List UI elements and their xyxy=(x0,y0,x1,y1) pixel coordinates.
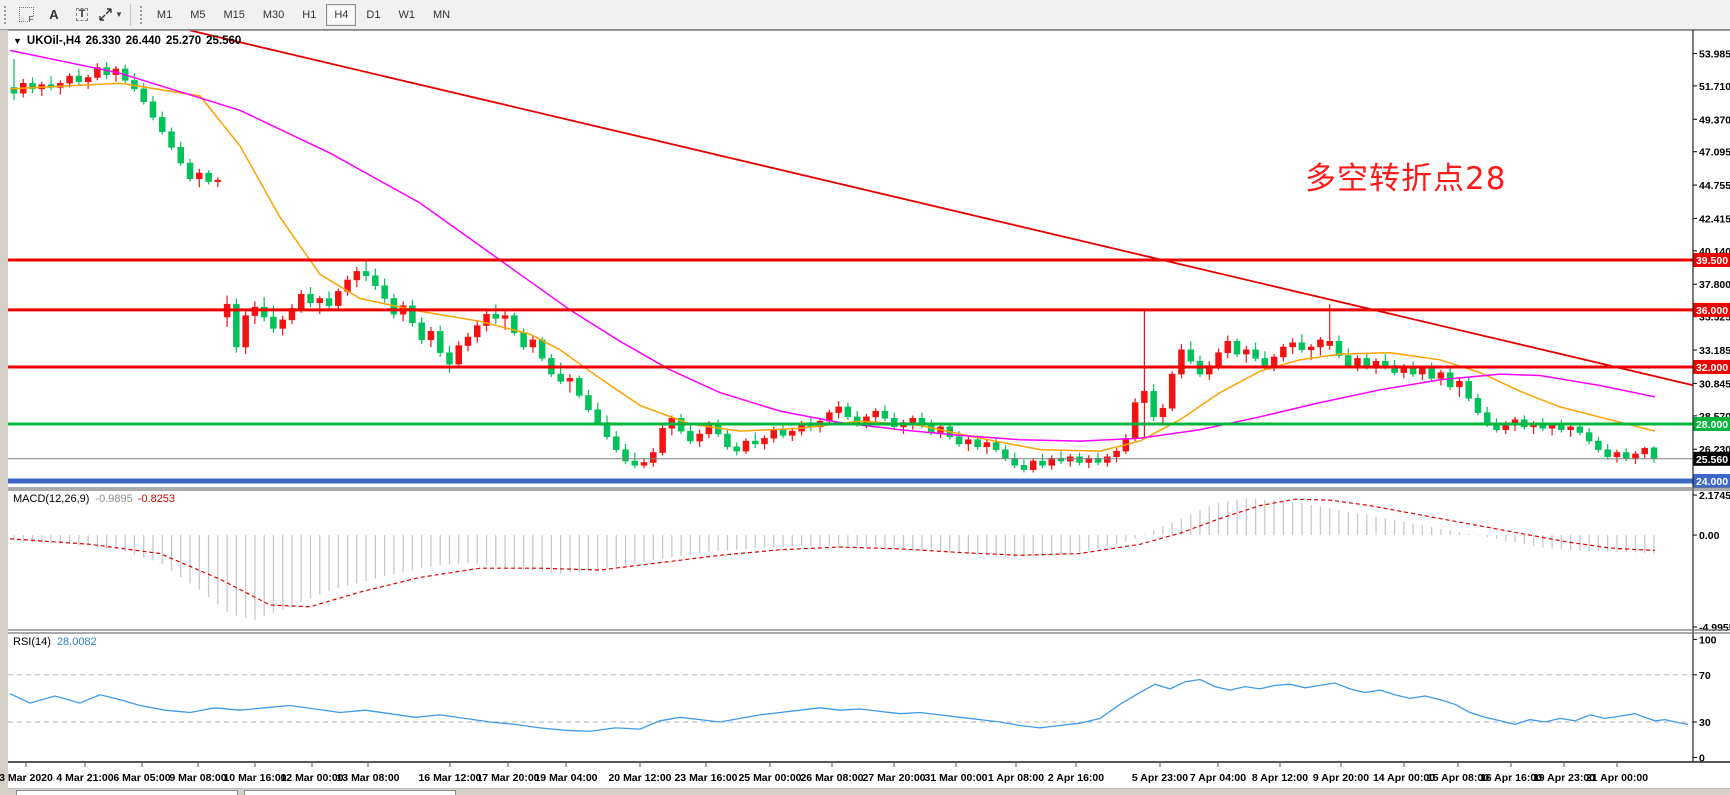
bar-high: 26.440 xyxy=(125,35,161,47)
macd-indicator-label: MACD(12,26,9) -0.9895 -0.8253 xyxy=(13,493,175,505)
bar-open: 26.330 xyxy=(85,35,121,47)
chart-tabs-bar xyxy=(0,789,1730,795)
dock-grid-icon: F xyxy=(18,7,34,24)
svg-text:32.000: 32.000 xyxy=(1696,362,1728,374)
chart-tab[interactable] xyxy=(16,790,238,795)
svg-text:30.845: 30.845 xyxy=(1699,378,1730,390)
timeframe-button-H1[interactable]: H1 xyxy=(302,8,317,21)
rsi-indicator-label: RSI(14) 28.0082 xyxy=(13,636,97,648)
svg-text:49.370: 49.370 xyxy=(1699,114,1730,126)
rsi-panel xyxy=(8,674,1693,733)
timeframe-drag-handle[interactable] xyxy=(138,4,144,25)
macd-signal-value: -0.8253 xyxy=(137,493,176,505)
text-label-button[interactable]: A xyxy=(41,3,67,27)
svg-text:23 Mar 16:00: 23 Mar 16:00 xyxy=(674,772,737,784)
svg-text:3 Mar 2020: 3 Mar 2020 xyxy=(0,772,53,784)
arrows-icon xyxy=(99,8,112,21)
macd-main-value: -0.9895 xyxy=(95,493,133,505)
svg-text:17 Mar 20:00: 17 Mar 20:00 xyxy=(476,772,539,784)
time-axis: 3 Mar 2020 4 Mar 21:00 6 Mar 05:009 Mar 08… xyxy=(0,763,1648,784)
svg-text:0.00: 0.00 xyxy=(1699,530,1720,542)
price-levels xyxy=(8,29,1701,484)
svg-text:0: 0 xyxy=(1699,752,1705,764)
svg-text:33.185: 33.185 xyxy=(1699,345,1730,357)
svg-text:26 Mar 08:00: 26 Mar 08:00 xyxy=(800,772,863,784)
svg-text:6 Mar 05:00: 6 Mar 05:00 xyxy=(113,772,170,784)
svg-text:21 Apr 00:00: 21 Apr 00:00 xyxy=(1586,772,1648,784)
svg-text:10 Mar 16:00: 10 Mar 16:00 xyxy=(223,772,286,784)
bar-low: 25.270 xyxy=(165,35,202,47)
svg-text:7 Apr 04:00: 7 Apr 04:00 xyxy=(1190,772,1246,784)
timeframe-button-W1[interactable]: W1 xyxy=(398,8,415,21)
svg-text:28.000: 28.000 xyxy=(1696,419,1728,431)
svg-text:44.755: 44.755 xyxy=(1699,180,1730,192)
svg-text:4 Mar 21:00: 4 Mar 21:00 xyxy=(56,772,113,784)
svg-text:8 Apr 12:00: 8 Apr 12:00 xyxy=(1252,772,1308,784)
chevron-down-icon: ▼ xyxy=(115,10,123,19)
svg-text:39.500: 39.500 xyxy=(1696,255,1728,267)
chart-annotation-text[interactable]: 多空转折点28 xyxy=(1305,161,1507,197)
svg-text:5 Apr 23:00: 5 Apr 23:00 xyxy=(1132,772,1188,784)
symbol-dropdown-icon[interactable]: ▼ xyxy=(13,36,22,46)
rsi-value: 28.0082 xyxy=(56,636,97,648)
text-box-button[interactable]: T xyxy=(69,3,95,27)
svg-text:1 Apr 08:00: 1 Apr 08:00 xyxy=(988,772,1044,784)
symbol-ohlc-bar[interactable]: ▼ UKOil-,H4 26.330 26.440 25.270 25.560 xyxy=(13,35,241,47)
svg-text:53.985: 53.985 xyxy=(1699,48,1730,60)
bar-close: 25.560 xyxy=(206,35,242,47)
timeframe-button-D1[interactable]: D1 xyxy=(366,8,381,21)
svg-text:13 Mar 08:00: 13 Mar 08:00 xyxy=(336,772,399,784)
chart-tab[interactable] xyxy=(244,790,456,795)
dock-button[interactable]: F xyxy=(13,3,39,27)
text-box-icon: T xyxy=(75,8,89,21)
svg-text:20 Mar 12:00: 20 Mar 12:00 xyxy=(608,772,671,784)
svg-text:2 Apr 16:00: 2 Apr 16:00 xyxy=(1048,772,1104,784)
svg-text:100: 100 xyxy=(1699,634,1717,646)
timeframe-button-H4[interactable]: H4 xyxy=(326,3,357,26)
svg-text:2.1745: 2.1745 xyxy=(1699,490,1730,502)
timeframe-button-M5[interactable]: M5 xyxy=(190,8,206,21)
text-a-icon: A xyxy=(49,7,59,22)
timeframe-button-M15[interactable]: M15 xyxy=(223,8,245,21)
symbol-name: UKOil-,H4 xyxy=(26,35,81,47)
svg-text:16 Mar 12:00: 16 Mar 12:00 xyxy=(418,772,481,784)
svg-text:51.710: 51.710 xyxy=(1699,81,1730,93)
svg-text:27 Mar 20:00: 27 Mar 20:00 xyxy=(862,772,925,784)
svg-text:70: 70 xyxy=(1699,670,1711,682)
timeframe-button-M1[interactable]: M1 xyxy=(156,8,173,21)
svg-text:-4.9955: -4.9955 xyxy=(1699,622,1730,634)
toolbar-separator xyxy=(129,3,131,26)
timeframe-button-M30[interactable]: M30 xyxy=(262,8,285,21)
svg-text:16 Apr 16:00: 16 Apr 16:00 xyxy=(1480,772,1542,784)
arrows-tool-button[interactable]: ▼ xyxy=(97,3,124,27)
macd-panel xyxy=(9,498,1656,620)
svg-text:37.800: 37.800 xyxy=(1699,279,1730,291)
svg-text:47.095: 47.095 xyxy=(1699,147,1730,159)
macd-name: MACD(12,26,9) xyxy=(13,493,90,505)
svg-text:19 Mar 04:00: 19 Mar 04:00 xyxy=(534,772,597,784)
svg-text:42.415: 42.415 xyxy=(1699,213,1730,225)
svg-text:15 Apr 08:00: 15 Apr 08:00 xyxy=(1427,772,1489,784)
svg-text:12 Mar 00:00: 12 Mar 00:00 xyxy=(280,772,343,784)
timeframe-button-MN[interactable]: MN xyxy=(432,8,451,21)
toolbar-drag-handle[interactable] xyxy=(3,4,8,25)
svg-text:9 Mar 08:00: 9 Mar 08:00 xyxy=(169,772,226,784)
svg-text:9 Apr 20:00: 9 Apr 20:00 xyxy=(1313,772,1369,784)
svg-text:36.000: 36.000 xyxy=(1696,305,1728,317)
svg-text:19 Apr 23:00: 19 Apr 23:00 xyxy=(1533,772,1595,784)
rsi-name: RSI(14) xyxy=(13,636,51,648)
svg-text:25 Mar 00:00: 25 Mar 00:00 xyxy=(738,772,801,784)
svg-text:30: 30 xyxy=(1699,717,1711,729)
panel-frames xyxy=(8,30,1730,789)
timeframe-button-group: M1 M5 M15 M30 H1 H4 D1 W1 MN xyxy=(148,3,459,26)
svg-text:24.000: 24.000 xyxy=(1696,476,1728,488)
svg-text:31 Mar 00:00: 31 Mar 00:00 xyxy=(924,772,987,784)
candles-layer xyxy=(10,58,1658,473)
svg-text:25.560: 25.560 xyxy=(1696,454,1728,466)
svg-text:14 Apr 00:00: 14 Apr 00:00 xyxy=(1373,772,1435,784)
price-axis: 53.98551.71049.37047.09544.75542.41540.1… xyxy=(1693,30,1730,764)
